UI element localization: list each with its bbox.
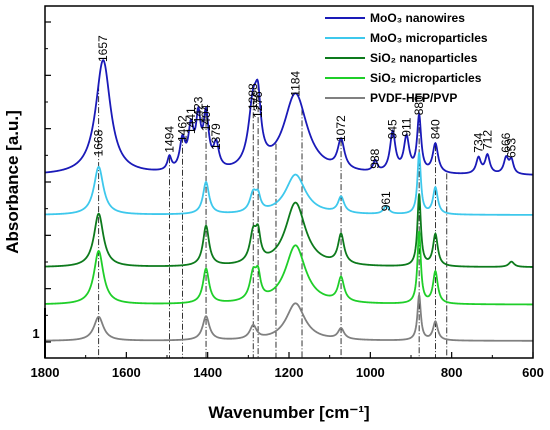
- peak-label: 911: [400, 117, 414, 136]
- peak-label: 1379: [209, 123, 223, 150]
- x-tick-label: 1000: [356, 365, 385, 380]
- peak-label: 1276: [251, 91, 265, 118]
- legend-label: MoO₃ nanowires: [370, 11, 465, 25]
- x-axis-title: Wavenumber [cm⁻¹]: [208, 403, 369, 422]
- peak-label: 1072: [334, 115, 348, 142]
- series-line-3: [44, 193, 533, 268]
- peak-label: 840: [428, 119, 442, 139]
- peak-label: 1441: [184, 107, 198, 134]
- peak-label: 734: [472, 132, 486, 152]
- peak-label: 1462: [176, 115, 190, 142]
- series-line-1: [44, 59, 534, 176]
- x-tick-label: 600: [522, 365, 544, 380]
- legend-label: SiO₂ nanoparticles: [370, 51, 478, 65]
- series-line-5: [44, 294, 533, 342]
- peak-label: 1668: [92, 129, 106, 156]
- scale-bar-label: 1: [32, 326, 39, 341]
- peak-label: 1288: [246, 83, 260, 110]
- peak-label: 988: [368, 148, 382, 168]
- series-line-4: [44, 230, 533, 306]
- legend-label: MoO₃ microparticles: [370, 31, 488, 45]
- x-tick-label: 1600: [112, 365, 141, 380]
- y-axis-title: Absorbance [a.u.]: [3, 110, 22, 254]
- scale-bar: 1: [32, 308, 46, 358]
- series-line-2: [44, 152, 533, 216]
- peak-label: 1494: [162, 126, 176, 153]
- peak-label: 1404: [199, 104, 213, 131]
- peak-label: 1184: [289, 71, 303, 97]
- legend-label: SiO₂ microparticles: [370, 71, 482, 85]
- legend-label: PVDF-HFP/PVP: [370, 91, 457, 105]
- peak-label: 880: [412, 95, 426, 115]
- peak-label: 945: [386, 119, 400, 139]
- x-tick-label: 800: [441, 365, 463, 380]
- peak-label: 712: [481, 130, 495, 150]
- peak-label: 1657: [96, 35, 110, 62]
- peak-label: 961: [379, 191, 393, 211]
- x-tick-label: 1200: [275, 365, 304, 380]
- x-tick-label: 1800: [31, 365, 60, 380]
- peak-label: 653: [504, 138, 518, 158]
- peak-label: 666: [499, 132, 513, 152]
- peak-label: 1423: [191, 96, 205, 123]
- x-tick-label: 1400: [193, 365, 222, 380]
- legend: MoO₃ nanowires MoO₃ microparticles SiO₂ na…: [325, 11, 488, 105]
